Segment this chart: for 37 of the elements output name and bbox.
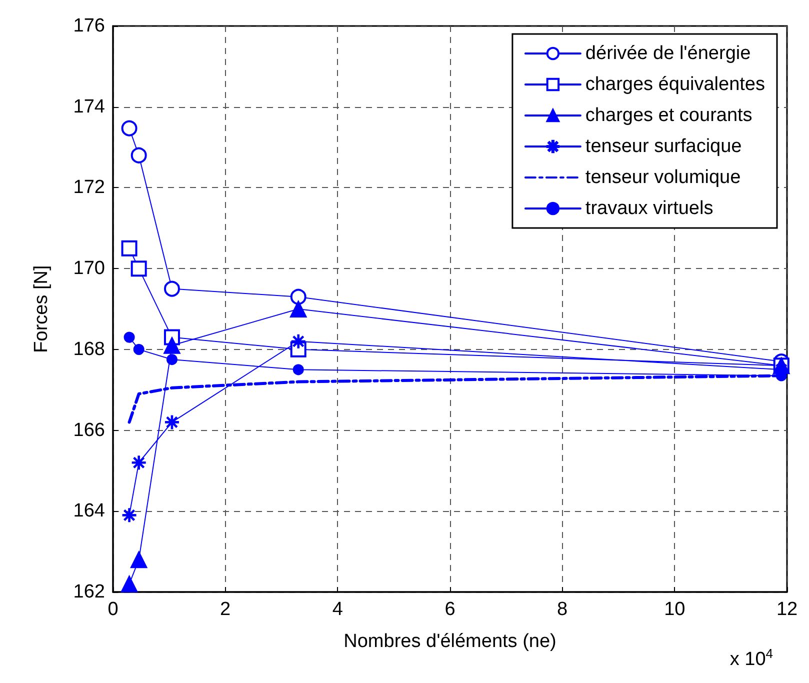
y-tick-label: 174 (73, 96, 106, 118)
legend-label: tenseur volumique (585, 167, 741, 188)
y-tick-label: 170 (73, 258, 105, 280)
x-tick-label: 8 (557, 599, 568, 620)
point (290, 300, 307, 318)
y-tick-label: 176 (73, 16, 105, 36)
legend-label: tenseur surfacique (585, 136, 742, 157)
legend-label: charges équivalentes (585, 74, 766, 95)
y-axis-title: Forces [N] (31, 265, 52, 353)
y-tick-label: 168 (73, 338, 105, 360)
point (130, 147, 147, 164)
legend-label: charges et courants (585, 105, 752, 126)
point (166, 354, 178, 366)
point (124, 332, 135, 343)
x-tick-label: 0 (108, 599, 118, 620)
point (292, 364, 304, 376)
x-tick-label: 12 (776, 599, 798, 620)
x-tick-label: 2 (220, 599, 231, 620)
legend-label: dérivée de l'énergie (585, 43, 751, 64)
x-axis-title: Nombres d'éléments (ne) (344, 631, 556, 652)
point (163, 336, 180, 354)
y-tick-label: 164 (73, 500, 106, 522)
x-tick-label: 6 (444, 599, 456, 620)
x-tick-label: 10 (664, 599, 686, 620)
x-tick-label: 4 (332, 599, 344, 620)
y-tick-label: 162 (73, 582, 105, 602)
point (130, 551, 148, 568)
point (164, 280, 180, 297)
point (290, 288, 306, 305)
point (121, 240, 138, 256)
point (133, 344, 144, 355)
y-tick-label: 166 (73, 420, 105, 441)
y-tick-label: 172 (73, 177, 105, 198)
point (130, 260, 147, 277)
point (120, 575, 138, 592)
point (121, 120, 138, 136)
legend-label: travaux virtuels (585, 198, 714, 219)
